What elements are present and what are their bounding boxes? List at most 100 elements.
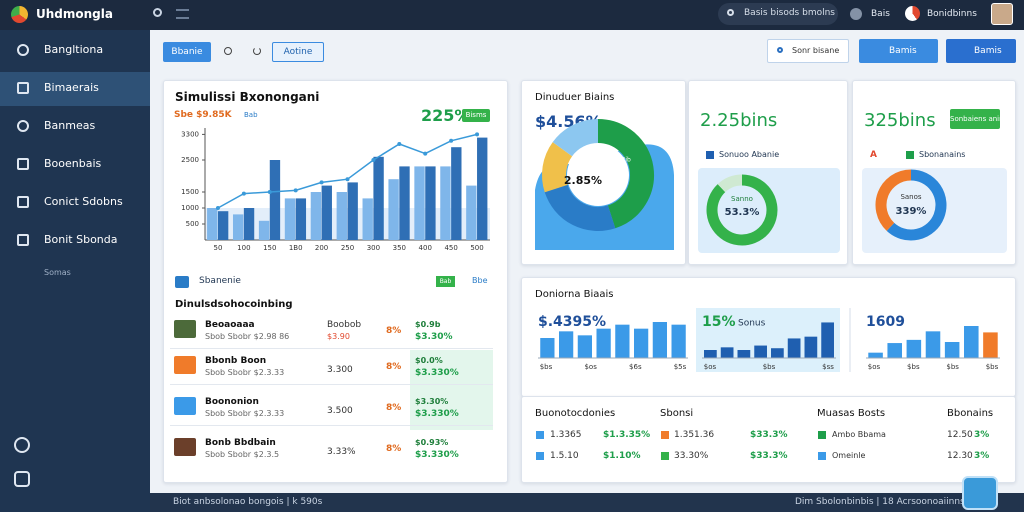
top-search[interactable]: Basis bisods bmolns (718, 3, 838, 25)
sidebar-icon[interactable] (17, 158, 29, 170)
toolbar-button-2[interactable]: Bamis (859, 39, 938, 63)
card-stat: 2.25bins (700, 110, 778, 131)
list-title: Dinulsdsohocoinbing (175, 299, 293, 310)
footer-left: Biot anbsolonao bongois | k 590s (173, 497, 323, 507)
mini-chart-bg (696, 308, 840, 372)
row-value: Boobob (327, 320, 362, 330)
row-pct: 8% (386, 403, 402, 413)
sidebar-icon[interactable] (17, 120, 29, 132)
row-right: $0.0% (415, 356, 443, 365)
card-title: Doniorna Biaais (535, 289, 614, 300)
sidebar-item[interactable]: Booenbais (44, 157, 102, 170)
cell: Omeinle (832, 451, 866, 460)
cell: 12.50 (947, 430, 973, 440)
user-name-2: Bonidbinns (927, 9, 977, 19)
sidebar-item[interactable]: Bimaerais (44, 81, 99, 94)
row-right-2: $3.330% (415, 409, 459, 419)
section-icon (175, 276, 189, 288)
logo (11, 6, 28, 23)
row-right: $0.9b (415, 320, 441, 329)
sidebar-item[interactable]: Somas (44, 268, 71, 277)
row-thumb (174, 397, 196, 415)
section-tag-2: Bbe (472, 276, 488, 285)
help-button[interactable] (962, 476, 998, 510)
row-pct: 8% (386, 326, 402, 336)
donut-bg (698, 168, 840, 253)
top-search-text: Basis bisods bmolns (744, 8, 835, 18)
swatch (536, 452, 544, 460)
section-tag: Bab (436, 276, 455, 287)
toolbar-search-icon (777, 47, 783, 53)
card-title: Dinuduer Biains (535, 92, 615, 103)
user-name: Bais (871, 9, 890, 19)
table-header: Buonotocdonies (535, 408, 616, 419)
toolbar-button-3[interactable]: Bamis (946, 39, 1016, 63)
cell: Ambo Bbama (832, 430, 886, 439)
user-avatar[interactable] (905, 6, 920, 21)
swatch (818, 452, 826, 460)
main-stat: 225% (421, 106, 471, 125)
main-badge: Bisms (462, 109, 490, 122)
row-right: $3.30% (415, 397, 449, 406)
cell: 1.3365 (550, 430, 582, 440)
sidebar-icon[interactable] (17, 82, 29, 94)
sidebar (0, 30, 150, 512)
sidebar-icon[interactable] (17, 196, 29, 208)
toolbar-search[interactable]: Sonr bisane (767, 39, 849, 63)
sidebar-icon[interactable] (17, 44, 29, 56)
row-divider (170, 384, 493, 385)
legend-text: Sbonanains (919, 150, 966, 159)
row-right: $0.93% (415, 438, 449, 447)
sidebar-item[interactable]: Bonit Sbonda (44, 233, 118, 246)
row-sub: Sbob Sbobr $2.3.33 (205, 409, 285, 418)
row-thumb (174, 320, 196, 338)
sidebar-active (0, 72, 150, 106)
row-sub: Sbob Sbobr $2.3.5 (205, 450, 280, 459)
row-value: 3.300 (327, 365, 353, 375)
section-label: Sbanenie (199, 276, 241, 286)
footer-bar (150, 493, 1024, 512)
card-badge: Sonbaiens anins (950, 109, 1007, 129)
card-stat: $4.56% (535, 112, 602, 131)
grid-icon[interactable] (176, 9, 189, 19)
cell: 3% (974, 451, 990, 461)
toolbar-icon[interactable] (224, 47, 232, 55)
sidebar-item[interactable]: Banmeas (44, 119, 96, 132)
toolbar-action[interactable]: Aotine (272, 42, 324, 62)
legend-text: Sonuoo Abanie (719, 150, 780, 159)
table-header: Muasas Bosts (817, 408, 886, 419)
swatch (661, 452, 669, 460)
main-title: Simulissi Bxonongani (175, 90, 320, 104)
legend-icon (706, 151, 714, 159)
sidebar-icon-bottom[interactable] (14, 471, 30, 487)
cell: 1.351.36 (674, 430, 715, 440)
sidebar-item[interactable]: Bangltiona (44, 43, 104, 56)
card-stat: 325bins (864, 110, 936, 131)
cell: 33.30% (674, 451, 709, 461)
toolbar-search-text: Sonr bisane (792, 46, 840, 55)
sidebar-item[interactable]: Conict Sdobns (44, 195, 123, 208)
row-thumb (174, 438, 196, 456)
row-right-2: $3.30% (415, 332, 453, 342)
cell: $1.3.35% (603, 430, 651, 440)
search-icon[interactable] (153, 8, 162, 17)
cell: $33.3% (750, 451, 788, 461)
row-divider (170, 425, 493, 426)
card (521, 396, 1016, 483)
brand: Uhdmongla (36, 7, 113, 21)
sidebar-icon-bottom[interactable] (14, 437, 30, 453)
row-sub: Sbob Sbobr $2.98 86 (205, 332, 290, 341)
sidebar-icon[interactable] (17, 234, 29, 246)
swatch (661, 431, 669, 439)
row-name: Boononion (205, 397, 259, 407)
card-footer: $96 $6.33% (587, 231, 647, 241)
row-highlight (410, 350, 493, 430)
toolbar-button[interactable]: Bbanie (163, 42, 211, 62)
toolbar-icon[interactable] (253, 47, 261, 55)
row-sub: Sbob Sbobr $2.3.33 (205, 368, 285, 377)
row-name: Bbonb Boon (205, 356, 267, 366)
table-header: Bbonains (947, 408, 994, 419)
profile-photo[interactable] (991, 3, 1013, 25)
donut-bg (862, 168, 1007, 253)
